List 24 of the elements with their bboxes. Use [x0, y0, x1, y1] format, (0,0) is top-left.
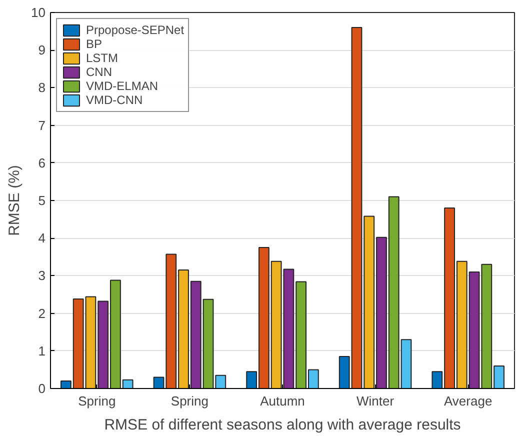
y-tick-label: 3 — [38, 268, 46, 284]
y-axis-title: RMSE (%) — [6, 165, 24, 236]
y-tick-label: 8 — [38, 80, 46, 96]
legend-label: LSTM — [86, 51, 118, 65]
legend-label: CNN — [86, 65, 112, 79]
x-tick-label: Spring — [78, 394, 116, 408]
y-tick-label: 2 — [38, 306, 46, 321]
y-tick-label: 6 — [38, 155, 46, 170]
legend-label: VMD-CNN — [86, 93, 143, 107]
x-tick-label: Winter — [356, 394, 395, 408]
x-tick-label: Spring — [170, 394, 208, 408]
y-tick-label: 7 — [38, 118, 46, 133]
legend-label: BP — [86, 37, 104, 51]
x-tick-label: Average — [444, 394, 492, 408]
x-tick-label: Autumn — [260, 394, 305, 408]
x-axis-title: RMSE of different seasons along with average results — [104, 416, 461, 434]
y-tick-label: 0 — [38, 381, 46, 396]
y-tick-label: 9 — [38, 42, 46, 58]
legend-label: VMD-ELMAN — [86, 79, 158, 93]
y-tick-label: 5 — [38, 193, 46, 208]
y-tick-label: 10 — [31, 5, 46, 20]
y-tick-label: 1 — [38, 343, 46, 358]
y-tick-label: 4 — [38, 230, 46, 246]
legend-label: Prpopose-SEPNet — [86, 23, 184, 37]
